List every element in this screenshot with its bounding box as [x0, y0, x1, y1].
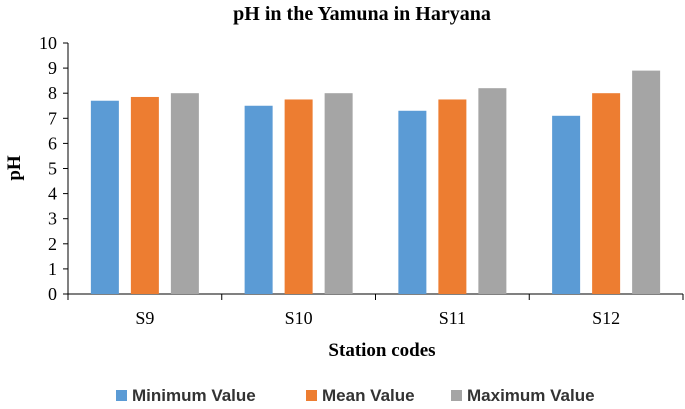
- x-tick-label: S12: [592, 308, 620, 328]
- legend-swatch: [116, 390, 127, 401]
- y-tick-label: 8: [48, 83, 57, 103]
- plot-area: 0 1 2 3 4 5 6 7 8 9 10 S9 S10 S11 S12: [39, 33, 684, 328]
- y-tick-label: 5: [48, 159, 57, 179]
- bar: [438, 99, 467, 294]
- bar: [478, 88, 507, 295]
- x-axis-label: Station codes: [328, 340, 435, 361]
- bar: [592, 93, 621, 294]
- y-tick-label: 6: [48, 133, 57, 153]
- y-tick-label: 4: [48, 184, 57, 204]
- y-tick-label: 1: [48, 259, 57, 279]
- chart-title: pH in the Yamuna in Haryana: [233, 3, 491, 25]
- bar: [170, 93, 199, 294]
- y-tick-label: 3: [48, 209, 57, 229]
- bar: [632, 70, 661, 294]
- x-tick-label: S10: [285, 308, 313, 328]
- bar: [244, 105, 273, 294]
- bar: [398, 110, 427, 295]
- bar: [284, 99, 313, 294]
- bar: [552, 115, 581, 294]
- y-tick-label: 9: [48, 58, 57, 78]
- x-tick-label: S11: [439, 308, 466, 328]
- legend-swatch: [451, 390, 462, 401]
- bar: [130, 96, 159, 294]
- legend-label: Mean Value: [322, 386, 415, 405]
- y-tick-label: 2: [48, 234, 57, 254]
- y-axis-label: pH: [4, 155, 25, 181]
- y-tick-label: 0: [48, 284, 57, 304]
- legend-label: Minimum Value: [132, 386, 256, 405]
- legend-swatch: [306, 390, 317, 401]
- bar: [90, 100, 119, 294]
- y-tick-label: 7: [48, 108, 57, 128]
- bar: [324, 93, 353, 294]
- legend: Minimum Value Mean Value Maximum Value: [116, 386, 595, 405]
- y-tick-label: 10: [39, 33, 57, 53]
- x-tick-label: S9: [135, 308, 154, 328]
- legend-label: Maximum Value: [467, 386, 595, 405]
